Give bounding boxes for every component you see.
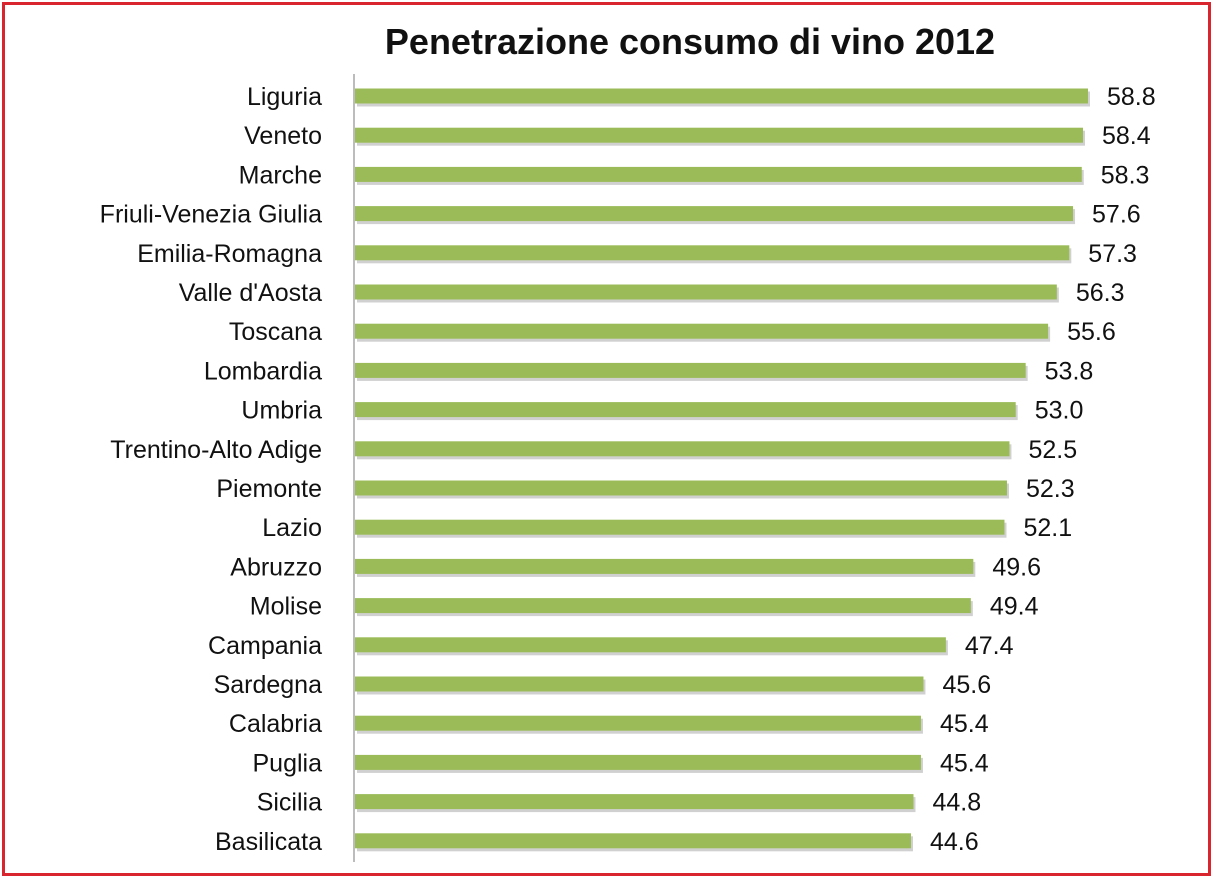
value-label: 52.3 [1026,475,1075,503]
value-label: 57.6 [1092,201,1141,229]
value-label: 45.4 [940,749,989,777]
category-label: Molise [250,593,322,621]
value-label: 57.3 [1088,240,1137,268]
value-label: 52.5 [1028,436,1077,464]
bar [355,88,1088,104]
category-label: Lazio [262,514,322,542]
bar [355,715,921,731]
bar [355,676,924,692]
category-label: Basilicata [215,828,322,856]
bar [355,402,1016,418]
value-label: 55.6 [1067,318,1116,346]
bar [355,754,921,770]
category-label: Piemonte [216,475,322,503]
value-label: 44.6 [930,828,979,856]
bar [355,206,1074,222]
bar [355,480,1007,496]
bar [355,558,974,574]
bar [355,245,1070,261]
category-label: Puglia [253,749,323,777]
category-label: Veneto [244,122,322,150]
category-label: Trentino-Alto Adige [110,436,322,464]
value-label: 58.4 [1102,122,1151,150]
value-label: 47.4 [965,632,1014,660]
value-label: 45.4 [940,710,989,738]
bar [355,833,911,849]
bar [355,323,1049,339]
bar [355,441,1010,457]
category-label: Abruzzo [230,553,322,581]
value-label: 52.1 [1023,514,1072,542]
category-label: Marche [239,161,322,189]
category-label: Sicilia [257,789,322,817]
bar [355,598,971,614]
category-label: Lombardia [204,357,322,385]
category-label: Liguria [247,83,322,111]
value-label: 53.0 [1035,397,1084,425]
value-label: 58.8 [1107,83,1156,111]
category-label: Friuli-Venezia Giulia [100,201,322,229]
category-label: Campania [208,632,322,660]
bar [355,362,1026,378]
category-label: Valle d'Aosta [179,279,322,307]
chart-title: Penetrazione consumo di vino 2012 [385,21,995,62]
bar [355,166,1082,182]
category-label: Toscana [229,318,322,346]
category-label: Umbria [241,397,322,425]
category-label: Sardegna [214,671,323,699]
value-label: 56.3 [1076,279,1125,307]
bar [355,284,1057,300]
value-label: 44.8 [932,789,981,817]
category-label: Emilia-Romagna [137,240,322,268]
bar [355,637,946,653]
value-label: 58.3 [1101,161,1150,189]
value-label: 53.8 [1045,357,1094,385]
bar [355,794,914,810]
bars-group: Liguria 58.8 Veneto 58.4 Marche 58.3 Friuli-Ve… [100,83,1156,856]
bar [355,127,1084,143]
category-label: Calabria [229,710,322,738]
value-label: 49.6 [992,553,1041,581]
bar [355,519,1005,535]
value-label: 45.6 [942,671,991,699]
value-label: 49.4 [990,593,1039,621]
